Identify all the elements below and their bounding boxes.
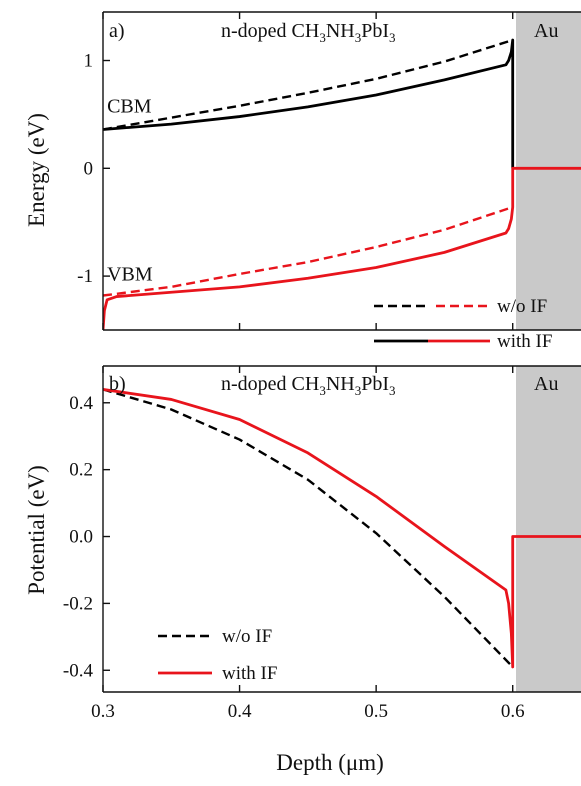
panel-label-a: a) xyxy=(109,20,125,42)
panel-label-b: b) xyxy=(109,373,126,395)
y-tick-label-b: 0.4 xyxy=(69,393,93,414)
y-tick-label-b: 0.2 xyxy=(69,460,93,481)
ticks-a: 1 0 -1 xyxy=(77,12,514,330)
y-axis-title-b: Potential (eV) xyxy=(24,465,49,595)
legend-b-wo-label: w/o IF xyxy=(222,626,272,647)
panel-a: 1 0 -1 a) n-doped CH3NH3PbI3 Au Energy (eV… xyxy=(24,11,581,352)
legend-a-with-label: with IF xyxy=(497,331,552,352)
legend-b-with-label: with IF xyxy=(222,663,277,684)
x-axis-title: Depth (μm) xyxy=(276,750,384,775)
annotations-a: CBM VBM xyxy=(107,95,153,285)
legend-a-wo-label: w/o IF xyxy=(497,296,547,317)
au-label-a: Au xyxy=(534,20,558,42)
y-tick-label-a: 0 xyxy=(84,158,94,179)
annotation-cbm: CBM xyxy=(107,95,152,117)
series-a-1-cbm-solid xyxy=(103,38,515,169)
y-tick-label-a: 1 xyxy=(84,51,94,72)
curves-a xyxy=(103,38,581,330)
series-b-1-with-if-solid xyxy=(103,388,581,669)
series-b-0-w-o-if-dashed xyxy=(103,388,514,668)
series-a-3-vbm-solid xyxy=(103,166,581,330)
au-region-a xyxy=(516,12,581,330)
ticks-b: 0.4 0.2 0.0 -0.2 -0.4 0.3 0.4 0.5 0.6 xyxy=(63,366,525,722)
x-tick-label: 0.6 xyxy=(501,701,525,722)
y-tick-label-b: -0.2 xyxy=(63,593,93,614)
x-tick-label: 0.5 xyxy=(364,701,388,722)
au-region-b xyxy=(516,366,581,692)
panel-b: 0.4 0.2 0.0 -0.2 -0.4 0.3 0.4 0.5 0.6 b) n-doped… xyxy=(24,365,581,775)
panel-title-a: n-doped CH3NH3PbI3 xyxy=(221,20,396,45)
legend-b: w/o IF with IF xyxy=(158,626,277,684)
y-axis-title-a: Energy (eV) xyxy=(24,113,49,227)
panel-title-b: n-doped CH3NH3PbI3 xyxy=(221,373,396,398)
y-tick-label-a: -1 xyxy=(77,266,93,287)
au-label-b: Au xyxy=(534,373,558,395)
y-tick-label-b: -0.4 xyxy=(63,660,94,681)
x-tick-label: 0.3 xyxy=(91,701,115,722)
legend-a: w/o IF with IF xyxy=(374,296,552,352)
y-tick-label-b: 0.0 xyxy=(69,527,93,548)
annotation-vbm: VBM xyxy=(107,263,153,285)
x-tick-label: 0.4 xyxy=(228,701,252,722)
series-a-0-cbm-dashed xyxy=(103,38,514,131)
curves-b xyxy=(103,388,581,669)
